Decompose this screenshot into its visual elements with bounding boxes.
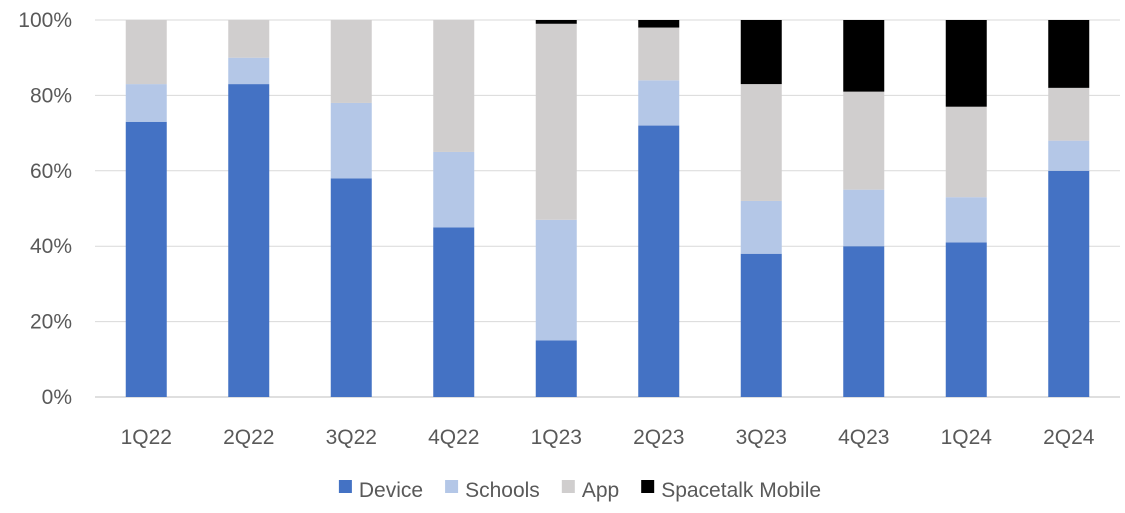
bar-segment-device	[433, 227, 475, 397]
axes: 0% 20% 40% 60% 80% 100% 1Q22 2Q22 3Q22 4Q22 1Q23 2Q…	[18, 9, 1094, 449]
bar-segment-device	[125, 121, 167, 397]
y-tick-label: 40%	[30, 235, 72, 258]
bar-segment-spacetalk-mobile	[1048, 20, 1090, 88]
legend: Device Schools App Spacetalk Mobile	[338, 479, 821, 502]
bar-segment-app	[330, 20, 372, 103]
x-tick-label: 1Q22	[121, 426, 172, 449]
x-tick-label: 4Q23	[838, 426, 889, 449]
bar-segment-device	[638, 125, 680, 397]
bar-segment-schools	[740, 200, 782, 254]
bar-segment-device	[1048, 170, 1090, 397]
y-tick-label: 60%	[30, 160, 72, 183]
y-tick-label: 100%	[18, 9, 72, 32]
legend-item-schools: Schools	[445, 479, 540, 502]
bar-segment-schools	[843, 189, 885, 247]
x-tick-label: 3Q23	[736, 426, 787, 449]
bar-segment-device	[330, 178, 372, 397]
bars	[125, 20, 1090, 397]
legend-item-device: Device	[338, 479, 423, 502]
y-tick-label: 0%	[42, 386, 72, 409]
bar-segment-app	[843, 91, 885, 190]
x-tick-label: 2Q22	[223, 426, 274, 449]
bar-segment-spacetalk-mobile	[638, 20, 680, 28]
y-tick-label: 20%	[30, 311, 72, 334]
bar-segment-device	[228, 84, 270, 397]
legend-swatch	[561, 480, 575, 493]
legend-item-app: App	[561, 479, 619, 502]
bar-segment-device	[843, 246, 885, 397]
bar-segment-schools	[125, 84, 167, 122]
bar-segment-schools	[433, 151, 475, 228]
legend-label: Schools	[465, 479, 540, 502]
bar-segment-app	[638, 27, 680, 81]
bar-segment-app	[740, 84, 782, 201]
bar-segment-schools	[228, 57, 270, 85]
bar-segment-device	[535, 340, 577, 397]
bar-segment-app	[228, 20, 270, 58]
bar-segment-app	[1048, 87, 1090, 141]
legend-swatch	[338, 480, 352, 493]
x-tick-label: 2Q23	[633, 426, 684, 449]
bar-segment-device	[740, 253, 782, 397]
bar-segment-device	[945, 242, 987, 397]
legend-item-spacetalk-mobile: Spacetalk Mobile	[641, 479, 821, 502]
legend-label: Device	[359, 479, 423, 502]
legend-swatch	[641, 480, 655, 493]
bar-segment-schools	[638, 80, 680, 126]
x-tick-label: 2Q24	[1043, 426, 1095, 449]
bar-segment-schools	[535, 219, 577, 341]
bar-segment-app	[945, 106, 987, 198]
bar-segment-schools	[945, 197, 987, 243]
legend-label: Spacetalk Mobile	[661, 479, 821, 502]
bar-segment-schools	[1048, 140, 1090, 171]
bar-segment-spacetalk-mobile	[535, 20, 577, 24]
x-tick-label: 3Q22	[326, 426, 377, 449]
bar-segment-spacetalk-mobile	[945, 20, 987, 107]
bar-segment-spacetalk-mobile	[843, 20, 885, 92]
bar-segment-app	[433, 20, 475, 152]
legend-swatch	[445, 480, 459, 493]
bar-segment-app	[535, 23, 577, 220]
x-tick-label: 4Q22	[428, 426, 479, 449]
bar-segment-app	[125, 20, 167, 85]
bar-segment-spacetalk-mobile	[740, 20, 782, 85]
y-tick-label: 80%	[30, 84, 72, 107]
x-tick-label: 1Q23	[531, 426, 582, 449]
bar-segment-schools	[330, 102, 372, 179]
legend-label: App	[582, 479, 619, 502]
x-tick-label: 1Q24	[941, 426, 993, 449]
